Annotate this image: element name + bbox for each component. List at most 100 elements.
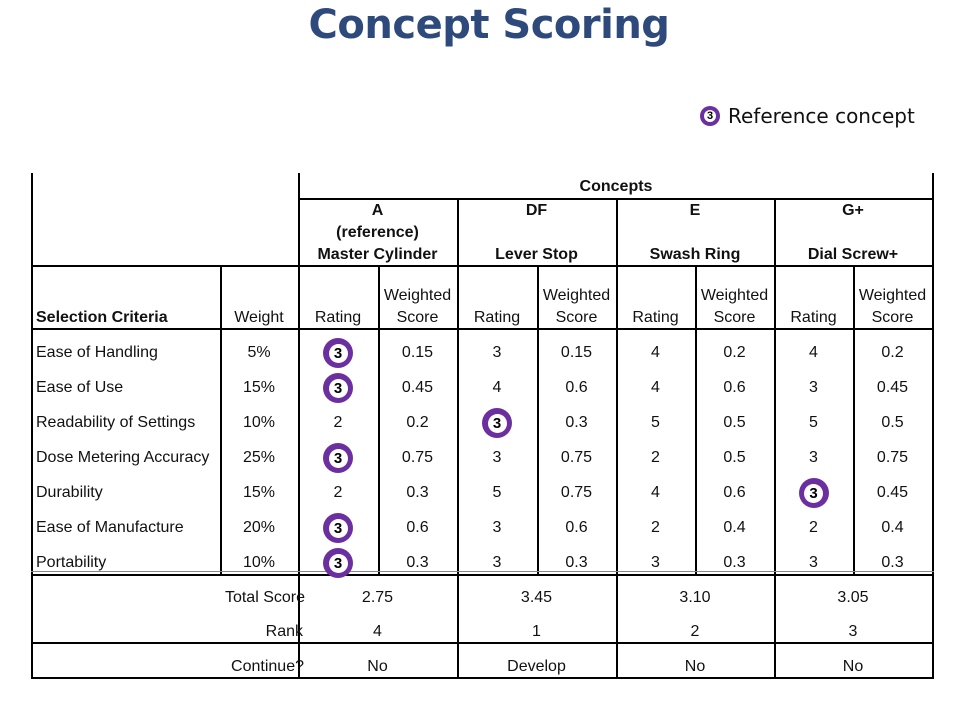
weight-value: 5% [247, 344, 271, 361]
criterion-label: Ease of Handling [36, 344, 158, 361]
column-header-rating: Rating [790, 309, 837, 326]
weighted-score-value: 0.3 [881, 554, 904, 571]
concept-code: G+ [842, 202, 864, 219]
concept-code: E [689, 202, 701, 219]
column-header-rating: Rating [473, 309, 521, 326]
weighted-score-value: 0.75 [560, 449, 593, 466]
weighted-score-value: 0.75 [401, 449, 434, 466]
continue-label: Continue? [231, 658, 304, 675]
rating-value: 5 [492, 484, 502, 501]
weighted-score-value: 0.15 [401, 344, 434, 361]
weight-value: 10% [242, 414, 276, 431]
weighted-score-value: 0.4 [723, 519, 746, 536]
reference-rating-badge: 3 [323, 373, 353, 403]
body-bottom-line [31, 574, 934, 576]
column-header-weighted: Weighted [542, 287, 611, 304]
weighted-score-value: 0.5 [881, 414, 904, 431]
rating-value: 3 [487, 413, 507, 433]
weighted-score-value: 0.6 [723, 379, 746, 396]
column-divider [932, 173, 934, 679]
rating-value: 2 [333, 414, 343, 431]
criterion-label: Readability of Settings [36, 414, 196, 431]
rating-value: 3 [651, 554, 660, 571]
column-header-score: Score [713, 309, 756, 326]
weighted-score-value: 0.6 [565, 519, 588, 536]
total-score-value: 3.10 [679, 589, 711, 606]
rank-value: 4 [373, 623, 382, 640]
criterion-label: Portability [36, 554, 107, 571]
legend: 3 Reference concept [700, 100, 915, 132]
rating-value: 5 [809, 414, 818, 431]
column-divider [537, 266, 539, 575]
concept-name: Lever Stop [495, 246, 578, 263]
concepts-header: Concepts [579, 178, 653, 195]
weighted-score-value: 0.45 [401, 379, 434, 396]
weight-value: 15% [242, 484, 276, 501]
table-bottom-line [31, 677, 934, 679]
continue-value: No [367, 658, 388, 675]
rating-value: 2 [333, 484, 343, 501]
weighted-score-value: 0.15 [560, 344, 593, 361]
weighted-score-value: 0.6 [406, 519, 429, 536]
rating-value: 4 [809, 344, 818, 361]
reference-rating-badge: 3 [323, 338, 353, 368]
weight-value: 20% [242, 519, 276, 536]
total-score-value: 2.75 [361, 589, 394, 606]
reference-rating-badge: 3 [323, 513, 353, 543]
rating-value: 3 [492, 519, 502, 536]
rating-value: 5 [651, 414, 660, 431]
weighted-score-value: 0.2 [723, 344, 746, 361]
rank-bottom-line [31, 642, 934, 644]
criterion-label: Ease of Use [36, 379, 124, 396]
page-title: Concept Scoring [308, 2, 670, 48]
rating-value: 3 [492, 344, 502, 361]
table-border-left [31, 173, 33, 679]
concept-note: (reference) [336, 224, 419, 241]
legend-label: Reference concept [728, 104, 915, 128]
column-header-weighted: Weighted [383, 287, 452, 304]
column-divider [298, 173, 300, 679]
column-divider [616, 198, 618, 679]
weighted-score-value: 0.3 [723, 554, 746, 571]
column-divider [457, 198, 459, 679]
rating-value: 2 [809, 519, 818, 536]
weighted-score-value: 0.6 [723, 484, 746, 501]
column-header-weighted: Weighted [858, 287, 927, 304]
rank-value: 1 [532, 623, 541, 640]
weighted-score-value: 0.3 [565, 554, 588, 571]
column-header-weight: Weight [234, 309, 284, 326]
rank-value: 2 [690, 623, 700, 640]
column-divider [378, 266, 380, 575]
concept-code: A [371, 202, 384, 219]
rating-value: 3 [328, 553, 348, 573]
rating-value: 3 [328, 448, 348, 468]
rating-value: 3 [492, 554, 502, 571]
column-header-criteria: Selection Criteria [36, 309, 168, 326]
weighted-score-value: 0.75 [876, 449, 909, 466]
continue-value: No [684, 658, 706, 675]
header-line-names [31, 265, 934, 267]
column-divider [695, 266, 697, 575]
total-score-value: 3.45 [520, 589, 553, 606]
reference-rating-badge: 3 [323, 548, 353, 578]
weight-value: 15% [242, 379, 276, 396]
weighted-score-value: 0.3 [406, 554, 429, 571]
rating-value: 4 [651, 344, 660, 361]
rating-value: 3 [809, 379, 818, 396]
weighted-score-value: 0.4 [881, 519, 904, 536]
rating-value: 2 [651, 449, 660, 466]
reference-rating-badge: 3 [482, 408, 512, 438]
reference-rating-badge: 3 [323, 443, 353, 473]
weighted-score-value: 0.75 [560, 484, 593, 501]
weighted-score-value: 0.45 [876, 484, 909, 501]
header-line-columns [31, 328, 934, 330]
column-header-rating: Rating [632, 309, 679, 326]
weighted-score-value: 0.3 [565, 414, 588, 431]
weighted-score-value: 0.6 [565, 379, 588, 396]
criterion-label: Ease of Manufacture [36, 519, 184, 536]
rating-value: 4 [492, 379, 502, 396]
weight-value: 25% [242, 449, 276, 466]
column-header-rating: Rating [314, 309, 362, 326]
concept-name: Swash Ring [649, 246, 741, 263]
column-header-score: Score [555, 309, 598, 326]
